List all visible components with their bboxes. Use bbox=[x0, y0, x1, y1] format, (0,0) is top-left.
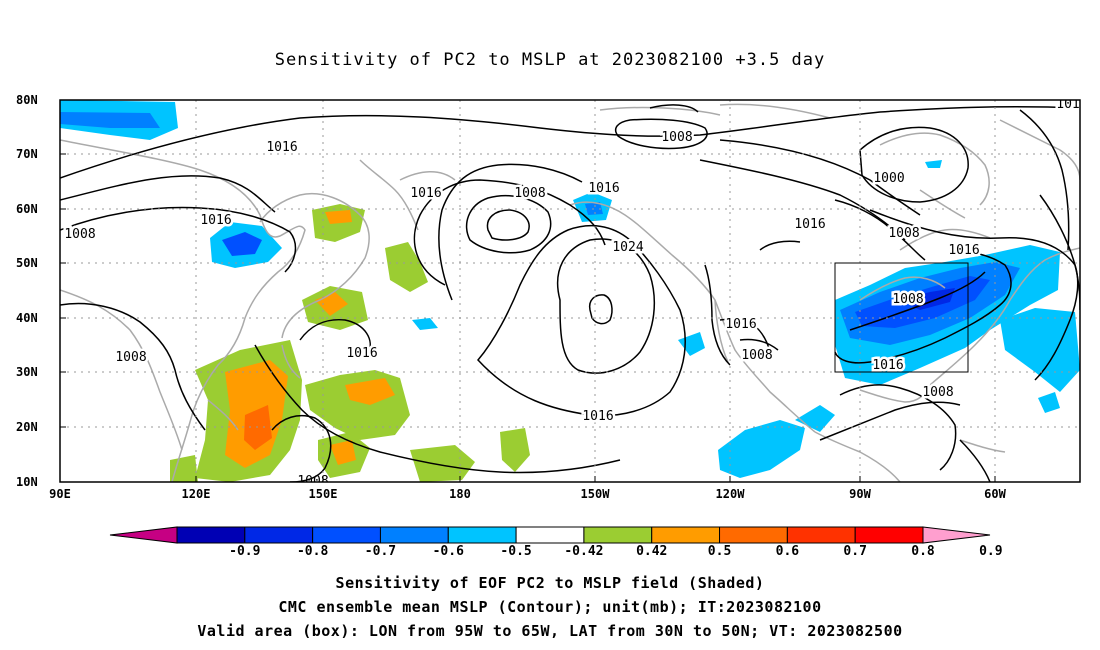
map-plot-area: 1016 1016 1008 1008 1016 1024 1016 1016 … bbox=[60, 97, 1080, 489]
lat-lon-grid bbox=[60, 100, 1080, 482]
lon-label-150w: 150W bbox=[580, 487, 610, 501]
lat-label-10n: 10N bbox=[16, 475, 38, 489]
lat-label-20n: 20N bbox=[16, 420, 38, 434]
contour-label: 1008 bbox=[888, 226, 919, 241]
contour-label: 1016 bbox=[872, 358, 903, 373]
colorbar-swatch bbox=[515, 526, 585, 544]
map-frame bbox=[59, 99, 1081, 483]
colorbar-tick-label: 0.7 bbox=[843, 544, 867, 559]
colorbar-swatch bbox=[786, 526, 856, 544]
colorbar-swatch bbox=[244, 526, 314, 544]
caption-contour: CMC ensemble mean MSLP (Contour); unit(m… bbox=[278, 598, 822, 616]
contour-label: 1008 bbox=[922, 385, 953, 400]
colorbar-tick-label: -0.5 bbox=[500, 544, 532, 559]
contour-label: 1016 bbox=[794, 217, 825, 232]
colorbar-swatch bbox=[379, 526, 449, 544]
contour-label: 1000 bbox=[873, 171, 904, 186]
lat-label-50n: 50N bbox=[16, 256, 38, 270]
colorbar-tick-label: 0.8 bbox=[911, 544, 935, 559]
contour-label: 1008 bbox=[892, 292, 923, 307]
lon-label-90e: 90E bbox=[49, 487, 71, 501]
colorbar-tick-label: 0.6 bbox=[775, 544, 800, 559]
isobar-contours bbox=[60, 104, 1080, 482]
colorbar-swatch bbox=[854, 526, 924, 544]
sensitivity-shading bbox=[60, 100, 1080, 482]
colorbar-tick-label: -0.9 bbox=[229, 544, 261, 559]
lat-label-70n: 70N bbox=[16, 147, 38, 161]
caption-valid-area: Valid area (box): LON from 95W to 65W, L… bbox=[197, 622, 903, 640]
lon-label-120w: 120W bbox=[715, 487, 745, 501]
colorbar-low-extension bbox=[109, 526, 178, 544]
colorbar-tick-label: 0.5 bbox=[707, 544, 732, 559]
contour-label: 1016 bbox=[588, 181, 619, 196]
lon-label-120e: 120E bbox=[181, 487, 211, 501]
colorbar-swatch bbox=[583, 526, 653, 544]
lon-label-90w: 90W bbox=[849, 487, 871, 501]
lat-label-30n: 30N bbox=[16, 365, 38, 379]
colorbar-tick-label: -0.6 bbox=[432, 544, 464, 559]
contour-label: 1016 bbox=[725, 317, 756, 332]
contour-label: 1016 bbox=[582, 409, 613, 424]
colorbar-swatch bbox=[447, 526, 517, 544]
lat-label-40n: 40N bbox=[16, 311, 38, 325]
colorbar-swatch bbox=[176, 526, 246, 544]
contour-label: 1008 bbox=[661, 130, 692, 145]
colorbar bbox=[109, 526, 991, 544]
contour-label: 1016 bbox=[410, 186, 441, 201]
colorbar-swatch bbox=[651, 526, 721, 544]
lon-label-60w: 60W bbox=[984, 487, 1006, 501]
map-title: Sensitivity of PC2 to MSLP at 2023082100… bbox=[274, 50, 826, 70]
colorbar-swatch bbox=[312, 526, 381, 544]
colorbar-swatch bbox=[719, 526, 788, 544]
colorbar-tick-label: 0.42 bbox=[636, 544, 668, 559]
contour-label: 1008 bbox=[741, 348, 772, 363]
colorbar-tick-label: -0.7 bbox=[364, 544, 397, 559]
contour-label: 1008 bbox=[297, 474, 328, 489]
lon-label-180: 180 bbox=[449, 487, 471, 501]
caption-shaded: Sensitivity of EOF PC2 to MSLP field (Sh… bbox=[335, 574, 765, 592]
colorbar-tick-label: 0.9 bbox=[979, 544, 1003, 559]
colorbar-tick-label: -0.8 bbox=[296, 544, 329, 559]
contour-label: 1016 bbox=[200, 213, 231, 228]
contour-label: 1008 bbox=[514, 186, 545, 201]
lat-label-60n: 60N bbox=[16, 202, 38, 216]
valid-area-box bbox=[834, 262, 969, 373]
contour-label: 1008 bbox=[115, 350, 146, 365]
contour-label: 1016 bbox=[346, 346, 377, 361]
axis-ticks bbox=[60, 153, 996, 482]
colorbar-tick-label: -0.42 bbox=[564, 544, 604, 559]
contour-label: 1008 bbox=[64, 227, 95, 242]
lat-label-80n: 80N bbox=[16, 93, 38, 107]
contour-label: 101 bbox=[1056, 97, 1079, 112]
contour-label: 1024 bbox=[612, 240, 643, 255]
colorbar-high-extension bbox=[922, 526, 991, 544]
contour-label: 1016 bbox=[266, 140, 297, 155]
lon-label-150e: 150E bbox=[308, 487, 338, 501]
contour-label: 1016 bbox=[948, 243, 979, 258]
